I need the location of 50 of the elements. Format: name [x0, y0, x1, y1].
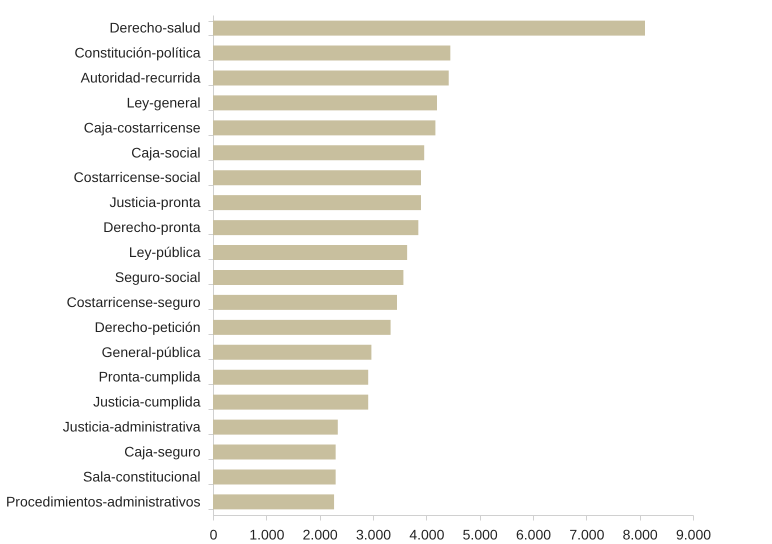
x-tick-label: 4.000	[409, 526, 445, 542]
bar	[213, 294, 397, 310]
bar	[213, 245, 408, 260]
y-tick-label: Constitución-política	[74, 44, 201, 61]
y-tick-label: Derecho-petición	[94, 318, 200, 335]
x-tick-label: 1.000	[249, 526, 285, 542]
bar	[213, 145, 424, 160]
bar	[213, 370, 368, 385]
y-tick-label: Caja-social	[131, 144, 200, 160]
bar	[213, 494, 334, 510]
y-tick-label: Costarricense-seguro	[66, 294, 201, 310]
x-tick-label: 3.000	[356, 526, 392, 542]
y-tick-label: Caja-costarricense	[84, 119, 201, 136]
bar	[213, 469, 336, 484]
x-tick-label: 9.000	[676, 526, 712, 542]
bar	[213, 270, 404, 285]
bar	[213, 394, 368, 410]
y-tick-label: Autoridad-recurrida	[80, 69, 201, 86]
bar	[213, 320, 391, 335]
bar	[213, 70, 449, 86]
y-tick-label: Justicia-pronta	[109, 194, 201, 210]
y-tick-label: General-pública	[102, 344, 201, 360]
y-tick-label: Justicia-administrativa	[62, 418, 201, 435]
bar	[213, 220, 418, 236]
bar	[213, 444, 336, 460]
y-tick-label: Justicia-cumplida	[93, 394, 201, 410]
y-tick-label: Ley-general	[126, 94, 200, 110]
y-tick-label: Costarricense-social	[74, 169, 200, 186]
bar	[213, 20, 645, 36]
x-tick-label: 0	[210, 526, 218, 542]
bar	[213, 420, 338, 435]
x-tick-label: 7.000	[569, 526, 605, 542]
x-tick-label: 6.000	[516, 526, 552, 542]
y-tick-label: Caja-seguro	[124, 444, 201, 460]
y-tick-label: Procedimientos-administrativos	[6, 493, 200, 510]
x-tick-label: 2.000	[302, 526, 338, 542]
bar	[213, 46, 450, 61]
y-tick-label: Ley-pública	[128, 244, 201, 260]
y-tick-label: Derecho-pronta	[103, 219, 201, 236]
bar	[213, 95, 437, 110]
y-tick-label: Seguro-social	[114, 268, 200, 285]
y-tick-label: Pronta-cumplida	[98, 368, 201, 385]
y-tick-label: Sala-constitucional	[82, 468, 200, 484]
bar	[213, 120, 436, 136]
y-tick-label: Derecho-salud	[109, 20, 200, 36]
bar	[213, 195, 421, 210]
x-tick-label: 5.000	[462, 526, 498, 542]
x-tick-label: 8.000	[622, 526, 658, 542]
bar	[213, 170, 421, 186]
bar	[213, 344, 372, 360]
